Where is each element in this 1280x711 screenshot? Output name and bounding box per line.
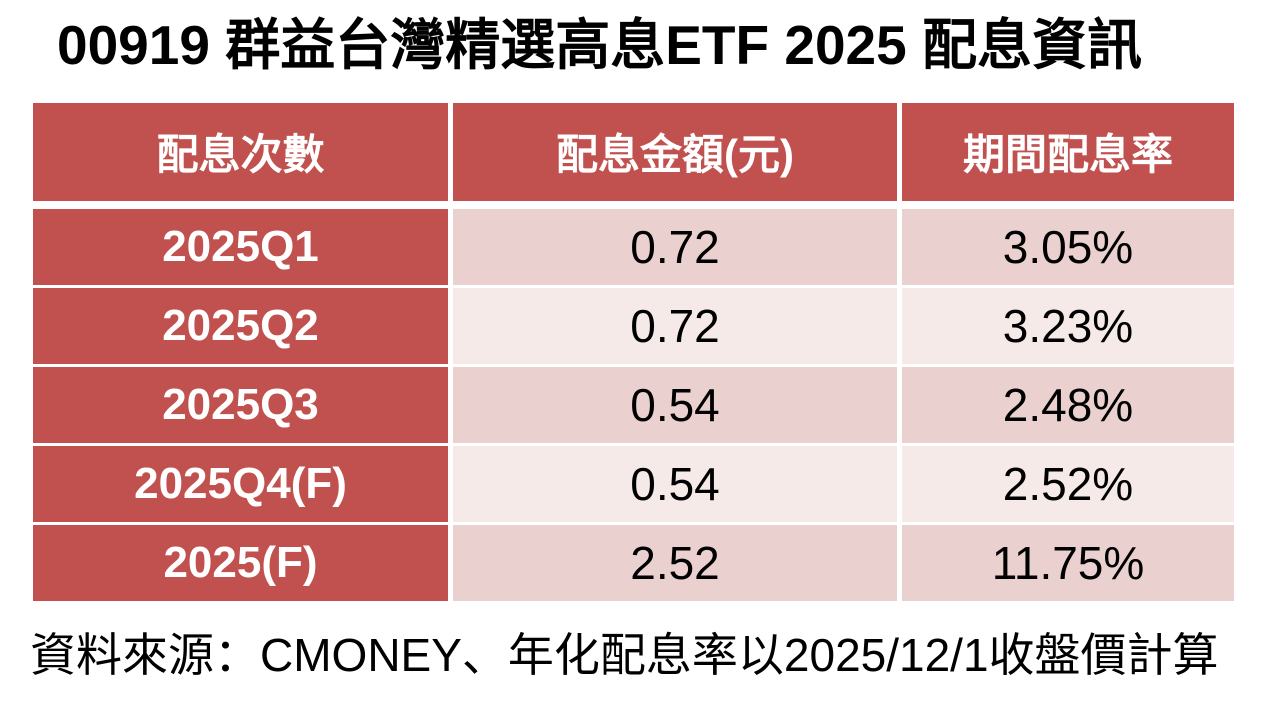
cell-period: 2025Q3 (33, 366, 448, 443)
cell-amount: 2.52 (453, 524, 897, 601)
cell-period: 2025Q2 (33, 287, 448, 364)
cell-period: 2025(F) (33, 524, 448, 601)
cell-amount: 0.54 (453, 366, 897, 443)
cell-amount: 0.72 (453, 287, 897, 364)
cell-yield: 3.05% (902, 208, 1234, 285)
cell-yield: 3.23% (902, 287, 1234, 364)
table-row: 2025(F) 2.52 11.75% (33, 524, 1234, 601)
page-title: 00919 群益台灣精選高息ETF 2025 配息資訊 (57, 14, 1143, 76)
cell-amount: 0.72 (453, 208, 897, 285)
table-header-row: 配息次數 配息金額(元) 期間配息率 (33, 102, 1234, 201)
header-cell-yield: 期間配息率 (902, 102, 1234, 201)
dividend-table: 配息次數 配息金額(元) 期間配息率 2025Q1 0.72 3.05% 202… (33, 102, 1234, 601)
table-row: 2025Q3 0.54 2.48% (33, 366, 1234, 443)
source-note: 資料來源：CMONEY、年化配息率以2025/12/1收盤價計算 (30, 628, 1219, 681)
table-row: 2025Q2 0.72 3.23% (33, 287, 1234, 364)
header-cell-amount: 配息金額(元) (453, 102, 897, 201)
cell-yield: 11.75% (902, 524, 1234, 601)
cell-yield: 2.48% (902, 366, 1234, 443)
cell-period: 2025Q1 (33, 208, 448, 285)
header-cell-period: 配息次數 (33, 102, 448, 201)
cell-amount: 0.54 (453, 445, 897, 522)
table-row: 2025Q1 0.72 3.05% (33, 208, 1234, 285)
cell-yield: 2.52% (902, 445, 1234, 522)
table-row: 2025Q4(F) 0.54 2.52% (33, 445, 1234, 522)
cell-period: 2025Q4(F) (33, 445, 448, 522)
